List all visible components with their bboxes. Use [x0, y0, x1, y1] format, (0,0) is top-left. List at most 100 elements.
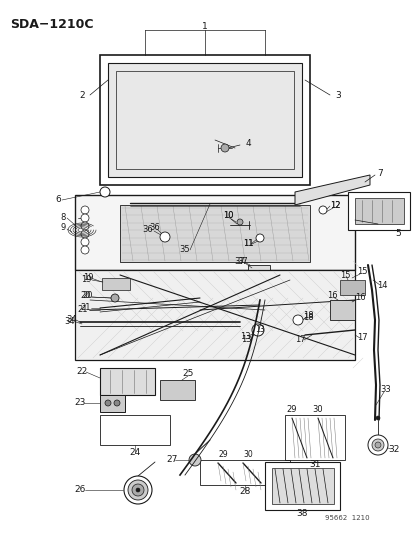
Circle shape [136, 488, 140, 492]
Circle shape [371, 439, 383, 451]
Text: 12: 12 [329, 200, 339, 209]
Text: 24: 24 [129, 448, 140, 457]
Text: 37: 37 [234, 257, 245, 266]
Text: 28: 28 [239, 488, 250, 497]
Circle shape [255, 234, 263, 242]
Polygon shape [247, 265, 269, 280]
Text: 20: 20 [83, 292, 93, 301]
Circle shape [292, 315, 302, 325]
Polygon shape [294, 175, 369, 205]
Text: 1: 1 [202, 21, 207, 30]
Text: 15: 15 [339, 271, 349, 279]
Text: SDA−1210C: SDA−1210C [10, 18, 93, 31]
Text: 29: 29 [218, 450, 227, 459]
Text: 38: 38 [296, 510, 307, 519]
Text: 10: 10 [222, 211, 233, 220]
Text: 26: 26 [74, 486, 85, 495]
Text: 13: 13 [240, 335, 251, 344]
Polygon shape [264, 462, 339, 510]
Text: 8: 8 [60, 214, 66, 222]
Text: 19: 19 [81, 274, 91, 284]
Text: 23: 23 [74, 399, 85, 408]
Polygon shape [102, 278, 130, 290]
Circle shape [252, 324, 263, 336]
Text: 17: 17 [294, 335, 304, 344]
Circle shape [111, 294, 119, 302]
Text: 35: 35 [179, 246, 190, 254]
Text: 11: 11 [242, 239, 253, 248]
Text: 17: 17 [356, 334, 366, 343]
Circle shape [367, 435, 387, 455]
Text: 13: 13 [254, 326, 264, 335]
Text: 36: 36 [142, 224, 153, 233]
Circle shape [124, 476, 152, 504]
Polygon shape [271, 468, 333, 504]
Text: 33: 33 [380, 385, 390, 394]
Text: 12: 12 [329, 201, 339, 211]
Polygon shape [75, 195, 354, 270]
Text: 5: 5 [394, 230, 400, 238]
Polygon shape [120, 205, 309, 262]
Text: 20: 20 [81, 292, 91, 301]
Circle shape [375, 416, 379, 420]
Circle shape [81, 238, 89, 246]
Text: 9: 9 [60, 223, 66, 232]
Circle shape [81, 246, 89, 254]
Circle shape [81, 206, 89, 214]
Circle shape [236, 219, 242, 225]
Polygon shape [329, 300, 354, 320]
Polygon shape [347, 192, 409, 230]
Text: 30: 30 [242, 450, 252, 459]
Text: 34: 34 [64, 318, 75, 327]
Circle shape [221, 144, 228, 152]
Text: 16: 16 [354, 294, 364, 303]
Polygon shape [100, 395, 125, 412]
Text: 4: 4 [244, 139, 250, 148]
Polygon shape [339, 280, 364, 295]
Polygon shape [159, 380, 195, 400]
Text: 18: 18 [302, 312, 313, 321]
Circle shape [114, 400, 120, 406]
Polygon shape [108, 63, 301, 177]
Circle shape [374, 442, 380, 448]
Text: 34: 34 [66, 316, 77, 325]
Text: 10: 10 [222, 212, 233, 221]
Text: 6: 6 [55, 196, 61, 205]
Text: 37: 37 [237, 256, 248, 265]
Text: 14: 14 [376, 280, 386, 289]
Text: 19: 19 [83, 273, 93, 282]
Polygon shape [75, 270, 354, 360]
Text: 27: 27 [166, 456, 177, 464]
Circle shape [105, 400, 111, 406]
Circle shape [128, 480, 147, 500]
Circle shape [81, 214, 89, 222]
Text: 15: 15 [356, 268, 366, 277]
Circle shape [189, 454, 201, 466]
Text: 30: 30 [312, 406, 323, 415]
Circle shape [132, 484, 144, 496]
Text: 13: 13 [239, 333, 250, 342]
Circle shape [81, 230, 89, 238]
Circle shape [81, 222, 89, 230]
Text: 18: 18 [302, 311, 313, 320]
Circle shape [159, 232, 170, 242]
Polygon shape [100, 55, 309, 185]
Text: 21: 21 [78, 305, 88, 314]
Text: 29: 29 [286, 406, 297, 415]
Text: 7: 7 [376, 168, 382, 177]
Text: 32: 32 [387, 446, 399, 455]
Text: 22: 22 [76, 367, 88, 376]
Polygon shape [354, 198, 403, 224]
Text: 36: 36 [149, 223, 160, 232]
Text: 11: 11 [242, 239, 253, 248]
Text: 2: 2 [79, 91, 85, 100]
Text: 31: 31 [309, 461, 320, 470]
Circle shape [318, 206, 326, 214]
Text: 21: 21 [81, 303, 91, 312]
Text: 16: 16 [326, 290, 337, 300]
Text: 25: 25 [182, 369, 193, 378]
Text: 3: 3 [334, 91, 340, 100]
Text: 95662  1210: 95662 1210 [325, 515, 369, 521]
Polygon shape [100, 368, 154, 395]
Circle shape [100, 187, 110, 197]
